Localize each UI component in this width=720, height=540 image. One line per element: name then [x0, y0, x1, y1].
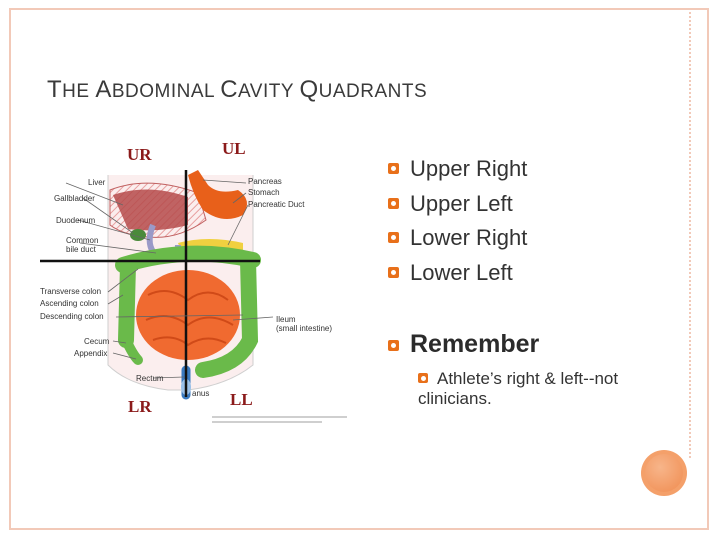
slide-title: THE ABDOMINAL CAVITY QUADRANTS [47, 76, 428, 103]
bullet-icon [418, 373, 428, 383]
bullet-icon [388, 232, 399, 243]
caption-line [212, 416, 347, 418]
label-rectum: Rectum [136, 374, 164, 383]
label-transverse-colon: Transverse colon [40, 287, 101, 296]
list-item: Lower Left [388, 256, 708, 291]
bullet-icon [388, 340, 399, 351]
bullet-icon [388, 163, 399, 174]
bullet-icon [388, 197, 399, 209]
descending-colon-shape [195, 252, 259, 378]
label-appendix: Appendix [74, 349, 107, 358]
bullet-icon [388, 266, 399, 278]
list-item: Lower Right [388, 221, 708, 256]
remember-heading: Remember [388, 330, 539, 359]
label-ascending-colon: Ascending colon [40, 299, 99, 308]
label-liver: Liver [88, 178, 106, 187]
remember-sub-bullet: Athlete’s right & left--not clinicians. [418, 369, 688, 409]
decorative-dotted-line [689, 8, 691, 458]
label-duodenum: Duodenum [56, 216, 95, 225]
ascending-colon-shape [118, 257, 136, 348]
label-anus: anus [192, 389, 209, 398]
list-item: Upper Left [388, 187, 708, 222]
list-item: Upper Right [388, 152, 708, 187]
label-common-bile-duct-2: bile duct [66, 245, 97, 254]
quadrant-bullet-list: Upper Right Upper Left Lower Right Lower… [388, 152, 708, 290]
label-stomach: Stomach [248, 188, 280, 197]
quadrant-label-lr: LR [128, 397, 152, 416]
decorative-orange-circle [641, 450, 687, 496]
abdominal-anatomy-diagram: Liver Gallbladder Duodenum Common bile d… [40, 170, 347, 423]
slide-frame [9, 8, 709, 530]
label-pancreas: Pancreas [248, 177, 282, 186]
quadrant-label-ur: UR [127, 145, 152, 164]
quadrant-label-ll: LL [230, 390, 253, 409]
sub-bullet-line-2: clinicians. [418, 389, 492, 408]
label-ileum-2: (small intestine) [276, 324, 332, 333]
label-gallbladder: Gallbladder [54, 194, 95, 203]
label-descending-colon: Descending colon [40, 312, 104, 321]
liver-fill [113, 189, 188, 231]
label-ileum-1: Ileum [276, 315, 296, 324]
caption-line [212, 421, 322, 423]
label-cecum: Cecum [84, 337, 110, 346]
label-common-bile-duct-1: Common [66, 236, 98, 245]
cecum-shape [121, 335, 143, 365]
quadrant-label-ul: UL [222, 139, 246, 158]
label-pancreatic-duct: Pancreatic Duct [248, 200, 305, 209]
sub-bullet-line-1: Athlete’s right & left--not [418, 369, 688, 389]
stomach-shape [188, 170, 247, 219]
